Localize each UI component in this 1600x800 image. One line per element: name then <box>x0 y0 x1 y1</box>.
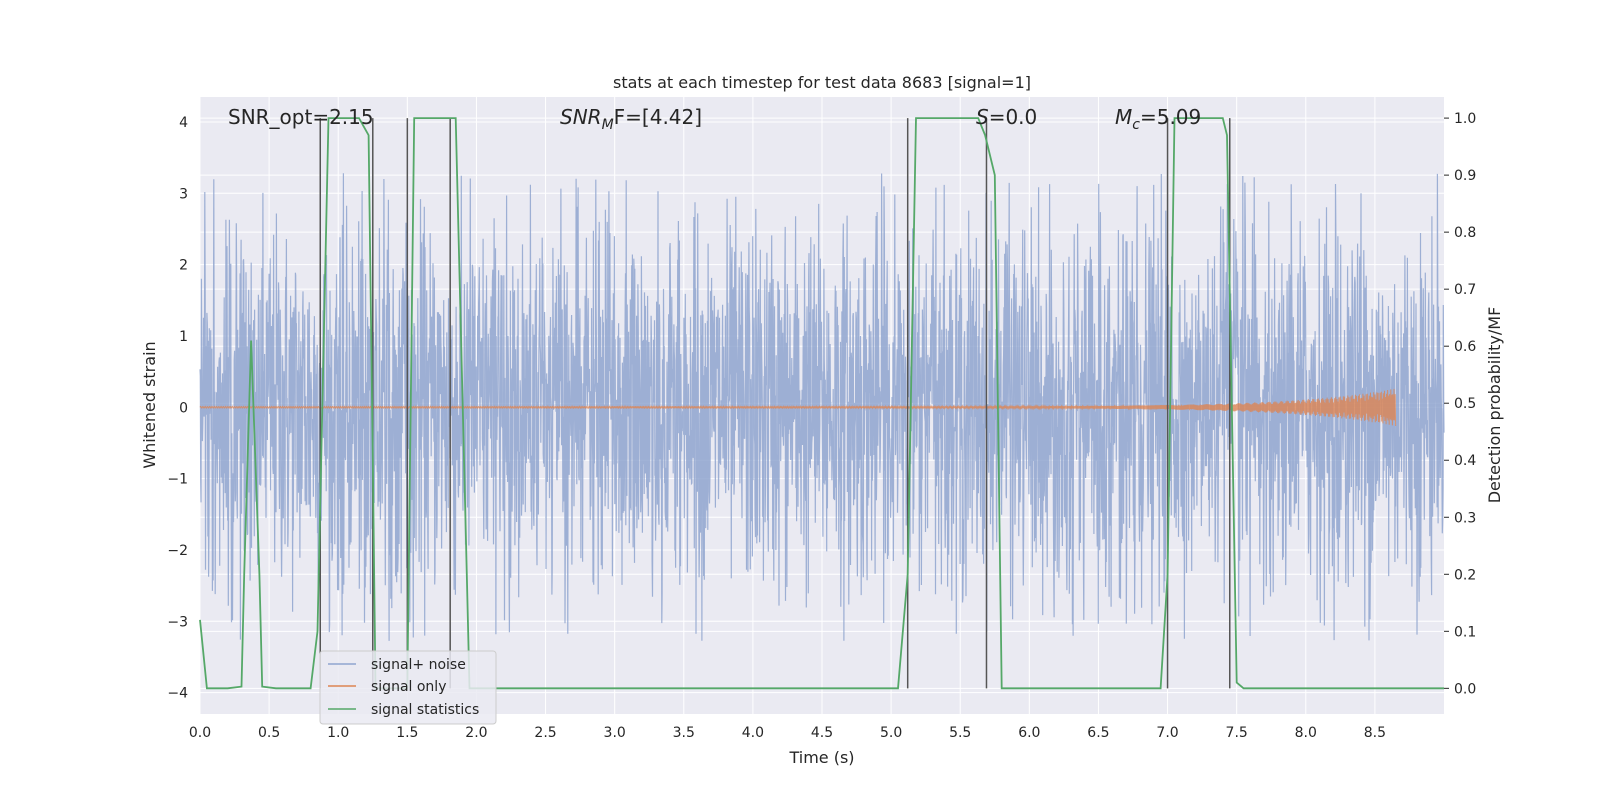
snr-mf-sub: M <box>602 117 614 133</box>
x-tick-label: 7.0 <box>1156 725 1178 741</box>
mc-base: M <box>1115 105 1132 129</box>
s-annotation: S=0.0 <box>976 105 1037 129</box>
y-right-tick-label: 0.1 <box>1454 624 1476 640</box>
snr-mf-annotation: SNRMF=[4.42] <box>560 105 702 133</box>
legend: signal+ noise signal only signal statist… <box>319 650 497 725</box>
mc-sub: c <box>1132 117 1140 133</box>
y-right-tick-label: 0.9 <box>1454 168 1476 184</box>
y-tick-label: 3 <box>179 186 188 202</box>
legend-label-stats: signal statistics <box>371 702 479 718</box>
x-tick-label: 1.5 <box>396 725 418 741</box>
ticks: 0.0 0.5 1.0 1.5 2.0 2.5 3.0 3.5 4.0 4.5 5.0 5.5 6.0 6… <box>167 111 1476 741</box>
y-right-tick-label: 1.0 <box>1454 111 1476 127</box>
y-tick-label: 1 <box>179 329 188 345</box>
x-tick-label: 1.0 <box>327 725 349 741</box>
y-tick-label: −1 <box>167 472 188 488</box>
x-tick-label: 0.0 <box>189 725 211 741</box>
y-tick-label: 2 <box>179 258 188 274</box>
y-right-tick-label: 0.0 <box>1454 681 1476 697</box>
signal-statistics-line <box>199 117 1444 690</box>
y-right-tick-label: 0.6 <box>1454 339 1476 355</box>
signal-only-series <box>199 388 1397 427</box>
mc-rest: =5.09 <box>1140 105 1201 129</box>
y-right-tick-label: 0.7 <box>1454 282 1476 298</box>
s-label: S <box>976 105 989 129</box>
legend-label-signal: signal only <box>371 679 446 695</box>
x-tick-label: 0.5 <box>258 725 280 741</box>
x-tick-label: 6.0 <box>1018 725 1040 741</box>
y-tick-label: −4 <box>167 686 188 702</box>
x-tick-label: 4.0 <box>742 725 764 741</box>
x-axis-label: Time (s) <box>788 748 854 767</box>
mc-annotation: Mc=5.09 <box>1115 105 1201 133</box>
y-tick-label: 0 <box>179 400 188 416</box>
legend-label-noise: signal+ noise <box>371 657 466 673</box>
x-tick-label: 3.0 <box>604 725 626 741</box>
y-tick-label: 4 <box>179 115 188 131</box>
y-right-tick-label: 0.8 <box>1454 225 1476 241</box>
y-tick-label: −2 <box>167 543 188 559</box>
x-tick-label: 5.5 <box>949 725 971 741</box>
chart-title: stats at each timestep for test data 868… <box>613 73 1031 92</box>
y-axis-label: Whitened strain <box>140 341 159 468</box>
x-tick-label: 6.5 <box>1087 725 1109 741</box>
x-tick-label: 2.5 <box>534 725 556 741</box>
s-rest: =0.0 <box>989 105 1038 129</box>
y-tick-label: −3 <box>167 614 188 630</box>
x-tick-label: 5.0 <box>880 725 902 741</box>
legend-box <box>319 650 497 725</box>
snr-opt-annotation: SNR_opt=2.15 <box>228 105 374 129</box>
signal-only-line <box>199 388 1397 427</box>
x-tick-label: 8.5 <box>1364 725 1386 741</box>
signal-statistics-series <box>199 117 1444 690</box>
snr-mf-base: SNR <box>560 105 602 129</box>
snr-mf-rest: F=[4.42] <box>614 105 702 129</box>
x-tick-label: 8.0 <box>1295 725 1317 741</box>
x-tick-label: 7.5 <box>1226 725 1248 741</box>
y-right-tick-label: 0.4 <box>1454 453 1476 469</box>
y-right-tick-label: 0.5 <box>1454 396 1476 412</box>
y-axis-right-label: Detection probability/MF <box>1485 307 1504 504</box>
y-right-tick-label: 0.2 <box>1454 567 1476 583</box>
x-tick-label: 3.5 <box>673 725 695 741</box>
x-tick-label: 4.5 <box>811 725 833 741</box>
x-tick-label: 2.0 <box>465 725 487 741</box>
y-right-tick-label: 0.3 <box>1454 510 1476 526</box>
